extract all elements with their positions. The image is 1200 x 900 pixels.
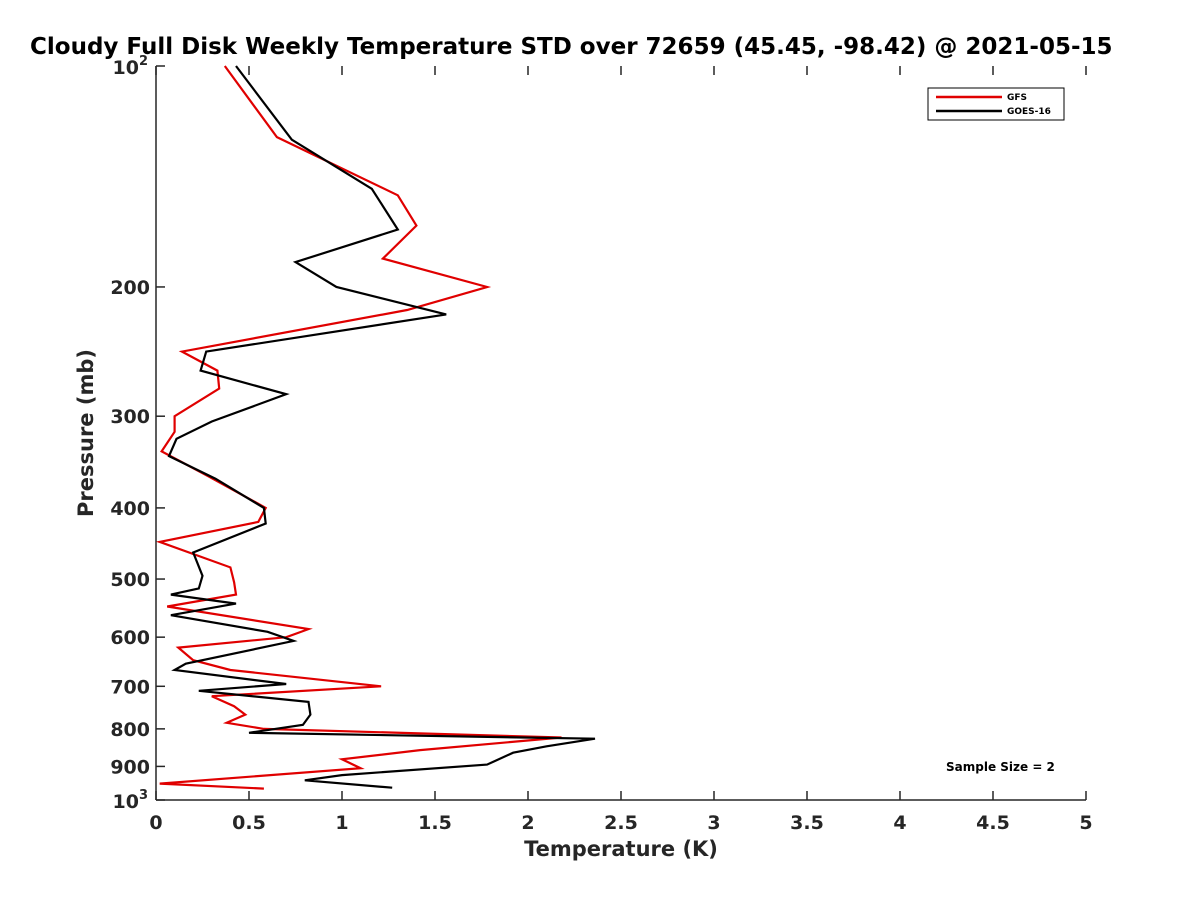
y-tick-label: 900	[110, 756, 150, 778]
plot-background	[156, 66, 1086, 800]
y-tick-label: 300	[110, 406, 150, 428]
x-tick-label: 3.5	[790, 812, 824, 834]
y-axis-label: Pressure (mb)	[74, 349, 98, 517]
legend-label-0: GFS	[1007, 93, 1027, 103]
legend: GFS GOES-16	[927, 87, 1065, 121]
x-axis-label: Temperature (K)	[524, 837, 718, 861]
y-tick-label: 700	[110, 676, 150, 698]
x-ticks: 0 0.5 1 1.5 2 2.5 3 3.5 4 4.5 5	[149, 66, 1093, 834]
x-tick-label: 5	[1079, 812, 1092, 834]
y-tick-label: 600	[110, 627, 150, 649]
y-tick-label: 103	[113, 788, 149, 813]
x-tick-label: 1	[335, 812, 348, 834]
y-tick-label: 200	[110, 277, 150, 299]
series-line-1	[167, 65, 596, 789]
x-tick-label: 0	[149, 812, 162, 834]
y-tick-label: 400	[110, 498, 150, 520]
y-tick-label: 800	[110, 719, 150, 741]
x-tick-label: 3	[707, 812, 720, 834]
x-tick-label: 4.5	[976, 812, 1010, 834]
series-line-0	[155, 65, 562, 790]
x-tick-label: 2.5	[604, 812, 638, 834]
chart-title: Cloudy Full Disk Weekly Temperature STD …	[30, 34, 1113, 60]
x-tick-label: 1.5	[418, 812, 452, 834]
legend-label-1: GOES-16	[1007, 107, 1051, 117]
sample-size-annotation: Sample Size = 2	[946, 760, 1055, 774]
x-tick-label: 4	[893, 812, 906, 834]
series-layer	[155, 65, 596, 790]
legend-box	[927, 87, 1065, 121]
y-tick-label: 102	[113, 54, 149, 79]
y-tick-label: 500	[110, 569, 150, 591]
x-tick-label: 2	[521, 812, 534, 834]
x-tick-label: 0.5	[232, 812, 266, 834]
plot-area	[156, 66, 1086, 800]
y-ticks: 102 200 300 400 500 600 700 800 900 103	[110, 54, 165, 813]
